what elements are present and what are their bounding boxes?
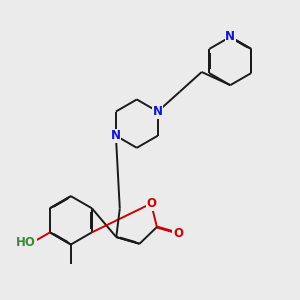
Text: N: N (225, 30, 235, 43)
Text: N: N (111, 129, 121, 142)
Text: HO: HO (16, 236, 36, 249)
Text: O: O (173, 226, 183, 240)
Text: N: N (153, 105, 163, 118)
Text: O: O (146, 197, 156, 210)
